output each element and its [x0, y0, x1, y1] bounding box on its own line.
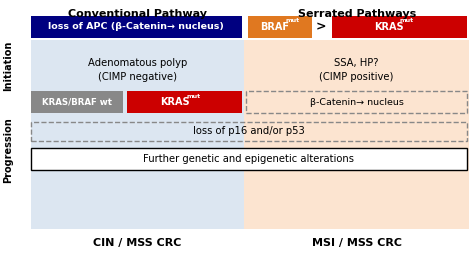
Text: Further genetic and epigenetic alterations: Further genetic and epigenetic alteratio… [143, 154, 355, 164]
Text: β-Catenin→ nucleus: β-Catenin→ nucleus [310, 98, 404, 106]
Text: Progression: Progression [3, 117, 14, 183]
Bar [31, 91, 123, 113]
Text: loss of p16 and/or p53: loss of p16 and/or p53 [193, 126, 305, 136]
Bar [31, 148, 467, 170]
Text: loss of APC (β-Catenin→ nucleus): loss of APC (β-Catenin→ nucleus) [48, 22, 224, 31]
Text: mut: mut [186, 94, 201, 99]
Bar [244, 40, 469, 229]
Text: KRAS: KRAS [374, 21, 404, 32]
Bar [248, 16, 312, 38]
Text: MSI / MSS CRC: MSI / MSS CRC [312, 239, 401, 248]
Bar [31, 16, 242, 38]
Text: CIN / MSS CRC: CIN / MSS CRC [93, 239, 182, 248]
Text: BRAF: BRAF [260, 21, 289, 32]
Bar [31, 40, 244, 229]
Bar [127, 91, 242, 113]
Text: mut: mut [400, 18, 414, 23]
Bar [332, 16, 467, 38]
Text: mut: mut [286, 18, 300, 23]
Text: Initiation: Initiation [3, 41, 14, 91]
Text: Serrated Pathways: Serrated Pathways [298, 9, 416, 19]
Text: SSA, HP?
(CIMP positive): SSA, HP? (CIMP positive) [319, 58, 394, 82]
Text: >: > [315, 20, 326, 33]
Text: Adenomatous polyp
(CIMP negative): Adenomatous polyp (CIMP negative) [88, 58, 187, 82]
Text: KRAS/BRAF wt: KRAS/BRAF wt [42, 98, 112, 106]
Bar [31, 122, 467, 141]
Text: Conventional Pathway: Conventional Pathway [68, 9, 207, 19]
Bar [246, 91, 467, 113]
Text: KRAS: KRAS [160, 97, 190, 107]
